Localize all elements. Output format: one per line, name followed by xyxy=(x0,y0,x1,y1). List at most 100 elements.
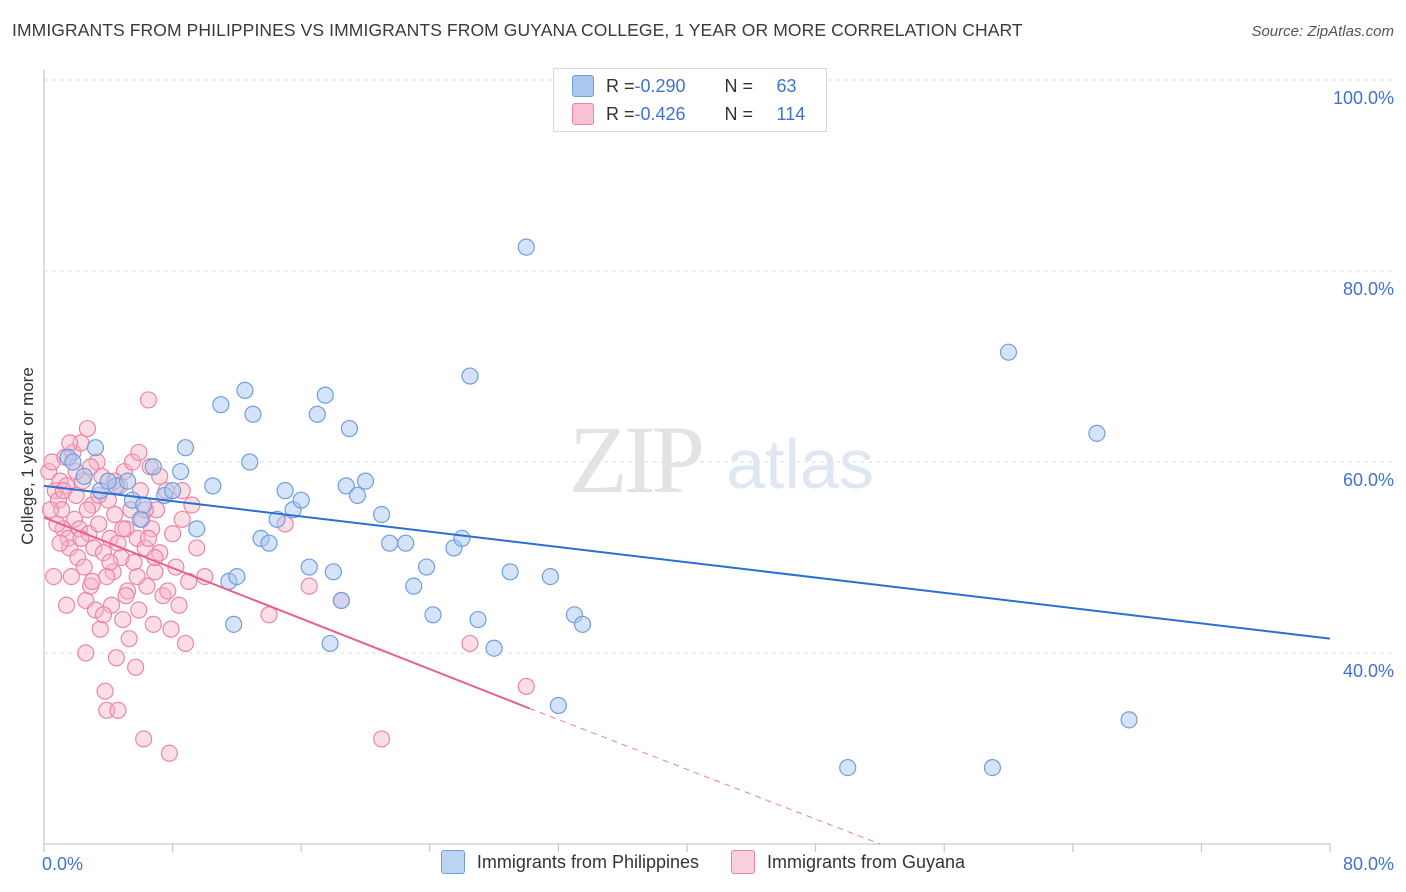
point-philippines xyxy=(321,634,339,653)
point-philippines xyxy=(417,558,436,576)
point-guyana xyxy=(162,620,180,638)
point-philippines xyxy=(372,505,391,524)
point-philippines xyxy=(324,563,342,581)
stats-swatch-guyana xyxy=(572,103,594,125)
point-guyana xyxy=(164,525,182,543)
point-philippines xyxy=(316,386,334,404)
legend-item-philippines[interactable]: Immigrants from Philippines xyxy=(440,850,699,874)
point-guyana xyxy=(461,634,479,653)
point-guyana xyxy=(101,553,119,571)
point-philippines xyxy=(300,558,318,576)
legend-item-guyana[interactable]: Immigrants from Guyana xyxy=(731,850,965,874)
point-guyana xyxy=(94,544,113,562)
point-philippines xyxy=(131,510,150,528)
trendline-philippines xyxy=(43,484,1331,640)
point-guyana xyxy=(170,596,188,614)
point-guyana xyxy=(65,510,84,528)
point-philippines xyxy=(204,477,222,495)
point-guyana xyxy=(106,505,124,524)
y-tick-label: 80.0% xyxy=(1343,279,1394,299)
point-philippines xyxy=(424,606,442,624)
point-guyana xyxy=(86,601,105,619)
point-philippines xyxy=(340,419,359,438)
point-philippines xyxy=(172,462,190,481)
point-philippines xyxy=(1088,424,1106,442)
tick-labels: 100.0% 80.0% 60.0% 40.0% 0.0% 80.0% xyxy=(42,88,1394,874)
point-philippines xyxy=(176,439,195,457)
point-philippines xyxy=(86,439,105,457)
point-philippines xyxy=(292,491,310,509)
point-guyana xyxy=(159,582,177,600)
point-guyana xyxy=(135,730,153,748)
point-philippines xyxy=(356,472,375,490)
point-guyana xyxy=(78,419,97,438)
point-guyana xyxy=(67,486,85,505)
point-philippines xyxy=(839,758,857,777)
y-tick-label: 100.0% xyxy=(1333,88,1394,108)
point-guyana xyxy=(61,434,79,452)
point-philippines xyxy=(332,591,350,610)
point-philippines xyxy=(485,639,503,657)
point-guyana xyxy=(54,482,72,500)
point-philippines xyxy=(212,396,230,414)
x-tick-label: 0.0% xyxy=(42,854,83,874)
point-guyana xyxy=(91,620,109,638)
point-philippines xyxy=(453,529,471,548)
point-philippines xyxy=(461,367,479,385)
point-guyana xyxy=(146,563,164,581)
point-guyana xyxy=(114,610,132,629)
point-guyana xyxy=(128,567,146,586)
point-philippines xyxy=(573,615,592,633)
point-guyana xyxy=(75,558,93,576)
x-tick-label: 80.0% xyxy=(1343,854,1394,874)
point-philippines xyxy=(501,563,519,581)
point-guyana xyxy=(117,587,135,605)
point-guyana xyxy=(41,501,60,519)
trend-lines xyxy=(43,484,1331,845)
point-philippines xyxy=(144,458,162,476)
point-guyana xyxy=(96,682,114,700)
watermark-atlas: atlas xyxy=(726,425,874,503)
point-philippines xyxy=(75,467,93,485)
chart-title: IMMIGRANTS FROM PHILIPPINES VS IMMIGRANT… xyxy=(12,20,1023,40)
legend-label-guyana: Immigrants from Guyana xyxy=(767,851,966,872)
point-guyana xyxy=(173,510,191,528)
point-guyana xyxy=(372,730,391,748)
point-philippines xyxy=(999,343,1018,361)
series-guyana-points xyxy=(40,391,535,762)
point-guyana xyxy=(98,567,116,586)
point-philippines xyxy=(268,510,286,528)
point-guyana xyxy=(151,544,169,562)
point-philippines xyxy=(541,567,559,586)
point-philippines xyxy=(1120,711,1138,729)
point-guyana xyxy=(94,606,113,624)
point-guyana xyxy=(57,596,76,614)
point-guyana xyxy=(123,453,142,471)
point-guyana xyxy=(85,539,103,557)
stats-r-value-guyana: -0.426 xyxy=(634,103,686,124)
stats-r-label: R = xyxy=(606,75,635,96)
point-philippines xyxy=(983,758,1002,777)
point-guyana xyxy=(300,577,318,595)
point-philippines xyxy=(549,696,568,715)
point-guyana xyxy=(160,744,178,762)
watermark: ZIP atlas xyxy=(569,406,874,513)
stats-n-value-guyana: 114 xyxy=(776,103,806,124)
y-axis-label: College, 1 year or more xyxy=(18,367,37,545)
point-guyana xyxy=(517,677,535,696)
legend-swatch-guyana xyxy=(731,850,755,874)
axes xyxy=(43,70,1331,852)
series-philippines-points xyxy=(59,238,1138,777)
stats-r-label: R = xyxy=(606,103,635,124)
stats-n-value-philippines: 63 xyxy=(776,75,797,96)
point-philippines xyxy=(244,405,262,423)
point-guyana xyxy=(139,529,158,548)
point-guyana xyxy=(144,615,162,633)
bottom-legend: Immigrants from Philippines Immigrants f… xyxy=(0,850,1406,874)
point-guyana xyxy=(112,548,130,567)
point-philippines xyxy=(381,534,399,552)
legend-swatch-philippines xyxy=(440,850,465,874)
point-philippines xyxy=(469,610,487,629)
point-guyana xyxy=(78,501,97,519)
